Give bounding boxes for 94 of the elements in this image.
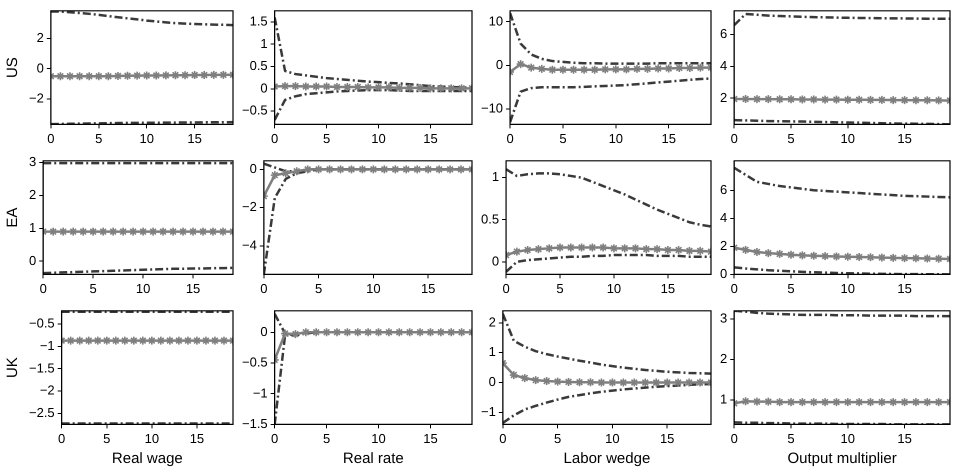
y-tick-label: 1: [720, 392, 728, 407]
x-tick-label: 0: [730, 280, 738, 296]
y-tick-label: −4: [242, 237, 257, 252]
y-tick-label: −1.5: [242, 416, 268, 431]
x-tick-label: 5: [787, 430, 795, 446]
x-tick-label: 15: [897, 280, 912, 296]
y-tick-label: −1.5: [28, 360, 55, 376]
x-tick-label: 15: [420, 280, 436, 296]
y-axis-title: US: [4, 57, 22, 78]
x-tick-label: 5: [787, 130, 795, 146]
y-tick-label: −1: [40, 338, 55, 354]
y-axis-title: UK: [4, 357, 22, 378]
y-tick-label: 2: [488, 314, 496, 330]
y-tick-label: 1.5: [250, 14, 268, 29]
y-tick-label: −2: [28, 90, 44, 106]
x-tick-label: 15: [897, 430, 912, 446]
y-tick-label: 0: [36, 60, 44, 76]
x-tick-label: 10: [371, 430, 386, 446]
x-tick-label: 5: [314, 280, 322, 296]
x-tick-label: 0: [730, 430, 738, 446]
y-tick-label: 1: [488, 344, 496, 360]
x-tick-label: 10: [608, 130, 624, 146]
y-tick-label: 3: [720, 310, 728, 326]
y-tick-label: 0.5: [250, 58, 268, 74]
y-tick-label: 6: [720, 26, 728, 42]
x-tick-label: 10: [606, 280, 622, 296]
x-tick-label: 15: [660, 430, 674, 446]
y-tick-label: 10: [488, 13, 504, 28]
y-tick-label: 1: [492, 169, 500, 184]
x-tick-label: 5: [95, 130, 102, 146]
y-tick-label: 2: [720, 90, 728, 105]
y-tick-label: 4: [720, 58, 728, 73]
x-tick-label: 15: [186, 280, 200, 296]
x-tick-label: 5: [787, 280, 795, 296]
y-tick-label: 0: [260, 324, 268, 339]
y-tick-label: −2: [40, 382, 55, 398]
x-tick-label: 10: [840, 130, 856, 146]
x-axis-title: Real wage: [112, 450, 183, 468]
x-axis-title: Output multiplier: [788, 450, 897, 468]
y-tick-label: 2: [36, 30, 44, 46]
x-tick-label: 10: [144, 430, 160, 446]
y-tick-label: −2.5: [28, 404, 55, 420]
y-tick-label: 3: [28, 154, 36, 170]
y-tick-label: 1: [260, 36, 268, 51]
x-tick-label: 15: [423, 130, 438, 146]
x-tick-label: 10: [366, 280, 381, 296]
x-tick-label: 5: [322, 430, 330, 446]
x-tick-label: 10: [840, 280, 856, 296]
y-axis-title: EA: [4, 208, 22, 228]
y-tick-label: 2: [720, 351, 728, 366]
y-tick-label: −10: [480, 100, 504, 116]
y-tick-label: 6: [720, 182, 728, 197]
y-tick-label: 2: [720, 238, 728, 253]
x-tick-label: 15: [423, 430, 438, 446]
x-tick-label: 5: [559, 130, 567, 146]
y-tick-label: 0: [28, 252, 36, 268]
y-tick-label: −0.5: [242, 102, 268, 118]
x-tick-label: 15: [660, 280, 676, 296]
x-tick-label: 15: [187, 130, 202, 146]
x-tick-label: 5: [103, 430, 110, 446]
x-tick-label: 5: [554, 430, 562, 446]
y-tick-label: 2: [28, 186, 36, 202]
x-tick-label: 0: [730, 130, 738, 146]
x-tick-label: 0: [506, 130, 514, 146]
y-tick-label: −1: [252, 385, 268, 400]
y-tick-label: 0.5: [480, 211, 500, 226]
x-tick-label: 15: [661, 130, 676, 146]
x-tick-label: 5: [556, 280, 564, 296]
x-tick-label: 5: [322, 130, 330, 146]
y-tick-label: 0: [488, 374, 496, 390]
x-tick-label: 10: [840, 430, 856, 446]
x-axis-title: Real rate: [342, 450, 404, 468]
x-tick-label: 15: [190, 430, 204, 446]
y-tick-label: 0: [250, 160, 257, 176]
y-tick-label: −0.5: [28, 316, 55, 331]
y-tick-label: 0: [720, 266, 728, 281]
x-tick-label: 15: [897, 130, 912, 146]
y-tick-label: 0: [492, 253, 500, 268]
x-tick-label: 0: [58, 430, 66, 446]
x-axis-title: Labor wedge: [564, 450, 650, 468]
y-tick-label: 0: [260, 80, 268, 96]
x-tick-label: 0: [271, 430, 278, 446]
y-tick-label: −1: [480, 404, 496, 420]
y-tick-label: 0: [496, 56, 504, 72]
y-tick-label: 4: [720, 210, 728, 225]
x-tick-label: 10: [139, 130, 154, 146]
x-tick-label: 10: [371, 130, 386, 146]
y-tick-label: −0.5: [242, 354, 268, 370]
x-tick-label: 10: [605, 430, 620, 446]
x-tick-label: 0: [271, 130, 278, 146]
x-tick-label: 5: [90, 280, 97, 296]
y-tick-label: 1: [28, 220, 36, 235]
x-tick-label: 10: [136, 280, 150, 296]
y-tick-label: −2: [242, 199, 257, 214]
